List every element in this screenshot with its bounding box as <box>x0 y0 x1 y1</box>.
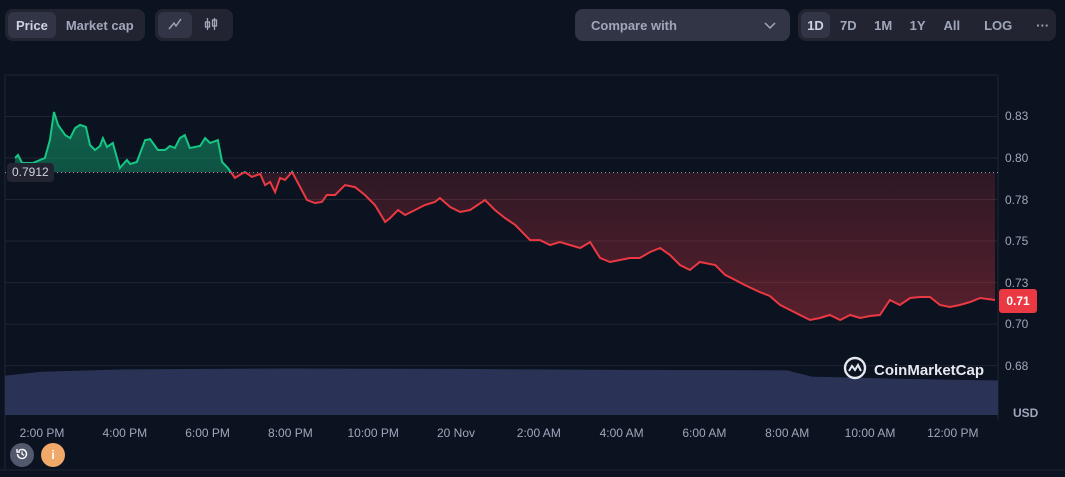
range-all[interactable]: All <box>943 17 961 33</box>
y-tick-label: 0.83 <box>1005 109 1029 124</box>
line-chart-button[interactable] <box>158 12 192 38</box>
chevron-down-icon <box>764 18 776 33</box>
y-tick-label: 0.73 <box>1005 275 1029 290</box>
range-1y[interactable]: 1Y <box>909 17 926 33</box>
x-tick-label: 20 Nov <box>436 426 476 440</box>
history-button[interactable] <box>10 443 34 467</box>
log-toggle[interactable]: LOG <box>984 17 1013 33</box>
x-tick-label: 10:00 PM <box>347 426 399 440</box>
currency-label: USD <box>1013 406 1039 420</box>
x-tick-label: 2:00 AM <box>516 426 561 440</box>
compare-label: Compare with <box>591 17 677 33</box>
x-tick-label: 8:00 AM <box>765 426 810 440</box>
x-tick-label: 4:00 PM <box>102 426 148 440</box>
price-line-up <box>14 111 294 172</box>
price-line-down <box>229 172 996 322</box>
time-range-selector: 1D 7D 1M 1Y All LOG ··· <box>798 9 1056 41</box>
volume-area <box>5 368 998 415</box>
more-options-button[interactable]: ··· <box>1036 17 1050 33</box>
y-tick-label: 0.78 <box>1005 192 1029 207</box>
candlestick-icon <box>204 17 218 34</box>
tab-price[interactable]: Price <box>8 12 56 38</box>
chart-style-toggle <box>155 9 233 41</box>
current-price-tag: 0.71 <box>999 289 1037 313</box>
range-7d[interactable]: 7D <box>840 17 857 33</box>
candlestick-button[interactable] <box>194 12 228 38</box>
x-tick-label: 6:00 AM <box>682 426 727 440</box>
x-tick-label: 6:00 PM <box>185 426 230 440</box>
price-area-down <box>15 172 996 320</box>
y-tick-label: 0.70 <box>1005 317 1029 332</box>
x-tick-label: 2:00 PM <box>19 426 65 440</box>
coinmarketcap-logo-icon <box>843 356 867 384</box>
x-tick-label: 10:00 AM <box>844 426 896 440</box>
line-chart-icon <box>168 18 182 33</box>
history-icon <box>15 447 29 464</box>
y-tick-label: 0.68 <box>1005 358 1029 373</box>
watermark-text: CoinMarketCap <box>874 361 985 379</box>
chart-type-toggle: Price Market cap <box>5 9 145 41</box>
x-tick-label: 12:00 PM <box>927 426 979 440</box>
x-tick-label: 8:00 PM <box>268 426 313 440</box>
info-icon: i <box>51 448 55 462</box>
tab-market-cap[interactable]: Market cap <box>65 17 134 33</box>
x-tick-label: 4:00 AM <box>599 426 644 440</box>
event-info-marker[interactable]: i <box>41 443 65 467</box>
range-1m[interactable]: 1M <box>874 17 893 33</box>
coinmarketcap-watermark: CoinMarketCap <box>843 356 984 384</box>
range-1d[interactable]: 1D <box>801 12 830 38</box>
baseline-price-tag: 0.7912 <box>7 163 54 182</box>
y-tick-label: 0.75 <box>1005 234 1029 249</box>
y-tick-label: 0.80 <box>1005 151 1029 165</box>
compare-with-dropdown[interactable]: Compare with <box>575 9 790 41</box>
